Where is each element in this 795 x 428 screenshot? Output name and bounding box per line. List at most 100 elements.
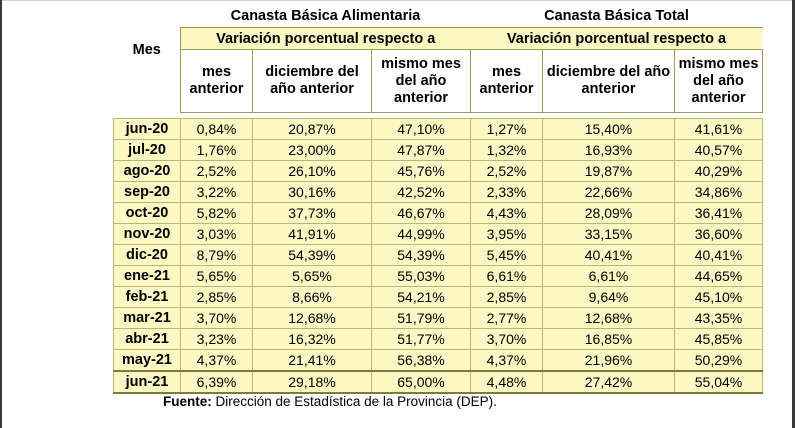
mes-column-header: Mes	[113, 5, 181, 113]
cbt-diciembre-cell: 16,93%	[542, 139, 675, 161]
cbt-mismo-mes-header: mismo mes del año anterior	[674, 49, 763, 113]
cba-mes-anterior-cell: 4,37%	[180, 349, 253, 372]
mes-cell: oct-20	[113, 202, 181, 224]
table-row: nov-20 3,03% 41,91% 44,99% 3,95% 33,15% 36,60%	[113, 223, 763, 245]
mes-cell: jun-21	[113, 370, 181, 394]
frame-right-edge	[792, 0, 795, 428]
table-row: jun-21 6,39% 29,18% 65,00% 4,48% 27,42% 55,04%	[113, 370, 763, 394]
cbt-diciembre-header: diciembre del año anterior	[542, 49, 675, 113]
source-text: Dirección de Estadística de la Provincia…	[215, 394, 497, 409]
table-header: Mes Canasta Básica Alimentaria Canasta B…	[113, 5, 763, 119]
cba-mes-anterior-cell: 3,03%	[180, 223, 253, 245]
table-row: feb-21 2,85% 8,66% 54,21% 2,85% 9,64% 45,10%	[113, 286, 763, 308]
table-row: jul-20 1,76% 23,00% 47,87% 1,32% 16,93% 40,57%	[113, 139, 763, 161]
cba-diciembre-cell: 12,68%	[252, 307, 372, 329]
table-row: jun-20 0,84% 20,87% 47,10% 1,27% 15,40% 41,61%	[113, 118, 763, 140]
table-row: sep-20 3,22% 30,16% 42,52% 2,33% 22,66% 34,86%	[113, 181, 763, 203]
cbt-diciembre-cell: 21,96%	[542, 349, 675, 372]
cba-variation-subheader: Variación porcentual respecto a	[180, 27, 471, 50]
cba-mes-anterior-header: mes anterior	[180, 49, 253, 113]
cba-group-title: Canasta Básica Alimentaria	[180, 5, 471, 28]
canasta-variation-table: Mes Canasta Básica Alimentaria Canasta B…	[113, 5, 763, 394]
cbt-diciembre-cell: 27,42%	[542, 370, 675, 394]
cba-mes-anterior-cell: 3,70%	[180, 307, 253, 329]
cba-mes-anterior-cell: 5,65%	[180, 265, 253, 287]
table-row: may-21 4,37% 21,41% 56,38% 4,37% 21,96% 50,29%	[113, 349, 763, 372]
cba-diciembre-cell: 41,91%	[252, 223, 372, 245]
cba-mes-anterior-cell: 5,82%	[180, 202, 253, 224]
cbt-mismo-mes-cell: 44,65%	[674, 265, 763, 287]
cbt-mismo-mes-cell: 55,04%	[674, 370, 763, 394]
cbt-mismo-mes-cell: 50,29%	[674, 349, 763, 372]
table-row: ago-20 2,52% 26,10% 45,76% 2,52% 19,87% 40,29%	[113, 160, 763, 182]
cbt-mes-anterior-cell: 5,45%	[470, 244, 543, 266]
cba-diciembre-cell: 8,66%	[252, 286, 372, 308]
cbt-diciembre-cell: 40,41%	[542, 244, 675, 266]
cbt-diciembre-cell: 16,85%	[542, 328, 675, 350]
cba-mismo-mes-cell: 56,38%	[371, 349, 471, 372]
cbt-mes-anterior-cell: 3,70%	[470, 328, 543, 350]
cbt-mes-anterior-cell: 4,37%	[470, 349, 543, 372]
cbt-mismo-mes-cell: 45,10%	[674, 286, 763, 308]
cbt-mes-anterior-cell: 3,95%	[470, 223, 543, 245]
mes-cell: ago-20	[113, 160, 181, 182]
cba-diciembre-header: diciembre del año anterior	[252, 49, 372, 113]
cba-mismo-mes-cell: 42,52%	[371, 181, 471, 203]
cbt-mes-anterior-cell: 1,32%	[470, 139, 543, 161]
cbt-mismo-mes-cell: 36,60%	[674, 223, 763, 245]
cba-mismo-mes-cell: 54,21%	[371, 286, 471, 308]
cba-mes-anterior-cell: 2,52%	[180, 160, 253, 182]
cbt-mismo-mes-cell: 43,35%	[674, 307, 763, 329]
source-note: Fuente: Dirección de Estadística de la P…	[163, 394, 497, 409]
cba-mismo-mes-cell: 44,99%	[371, 223, 471, 245]
cba-diciembre-cell: 16,32%	[252, 328, 372, 350]
source-label: Fuente:	[163, 394, 212, 409]
cbt-mes-anterior-cell: 2,52%	[470, 160, 543, 182]
cbt-mismo-mes-cell: 40,57%	[674, 139, 763, 161]
cba-mes-anterior-cell: 0,84%	[180, 118, 253, 140]
cba-diciembre-cell: 5,65%	[252, 265, 372, 287]
table-body: jun-20 0,84% 20,87% 47,10% 1,27% 15,40% 41,61%…	[113, 118, 763, 394]
mes-cell: mar-21	[113, 307, 181, 329]
cbt-mismo-mes-cell: 40,29%	[674, 160, 763, 182]
mes-cell: may-21	[113, 349, 181, 372]
cba-mismo-mes-cell: 47,10%	[371, 118, 471, 140]
mes-cell: feb-21	[113, 286, 181, 308]
cbt-diciembre-cell: 33,15%	[542, 223, 675, 245]
cbt-mismo-mes-cell: 41,61%	[674, 118, 763, 140]
cbt-diciembre-cell: 6,61%	[542, 265, 675, 287]
cbt-mes-anterior-cell: 2,77%	[470, 307, 543, 329]
cbt-diciembre-cell: 28,09%	[542, 202, 675, 224]
cbt-mismo-mes-cell: 36,41%	[674, 202, 763, 224]
cbt-group-title: Canasta Básica Total	[470, 5, 763, 28]
cbt-mes-anterior-cell: 2,33%	[470, 181, 543, 203]
table-row: oct-20 5,82% 37,73% 46,67% 4,43% 28,09% 36,41%	[113, 202, 763, 224]
mes-cell: jun-20	[113, 118, 181, 140]
cbt-diciembre-cell: 22,66%	[542, 181, 675, 203]
cba-diciembre-cell: 54,39%	[252, 244, 372, 266]
cba-mismo-mes-cell: 65,00%	[371, 370, 471, 394]
cba-mismo-mes-cell: 47,87%	[371, 139, 471, 161]
cba-mismo-mes-cell: 54,39%	[371, 244, 471, 266]
cba-mismo-mes-header: mismo mes del año anterior	[371, 49, 471, 113]
table-row: ene-21 5,65% 5,65% 55,03% 6,61% 6,61% 44,65%	[113, 265, 763, 287]
cbt-mismo-mes-cell: 45,85%	[674, 328, 763, 350]
cbt-diciembre-cell: 19,87%	[542, 160, 675, 182]
table-row: mar-21 3,70% 12,68% 51,79% 2,77% 12,68% 43,35%	[113, 307, 763, 329]
mes-cell: dic-20	[113, 244, 181, 266]
cba-mismo-mes-cell: 45,76%	[371, 160, 471, 182]
mes-cell: nov-20	[113, 223, 181, 245]
mes-cell: jul-20	[113, 139, 181, 161]
cba-diciembre-cell: 30,16%	[252, 181, 372, 203]
cba-mismo-mes-cell: 46,67%	[371, 202, 471, 224]
frame-top-edge	[0, 0, 795, 1]
cba-mismo-mes-cell: 51,79%	[371, 307, 471, 329]
cba-diciembre-cell: 20,87%	[252, 118, 372, 140]
mes-cell: ene-21	[113, 265, 181, 287]
cba-mes-anterior-cell: 6,39%	[180, 370, 253, 394]
table-row: dic-20 8,79% 54,39% 54,39% 5,45% 40,41% 40,41%	[113, 244, 763, 266]
frame-left-edge	[0, 0, 2, 428]
cba-mes-anterior-cell: 3,23%	[180, 328, 253, 350]
cbt-mismo-mes-cell: 40,41%	[674, 244, 763, 266]
cba-mes-anterior-cell: 8,79%	[180, 244, 253, 266]
